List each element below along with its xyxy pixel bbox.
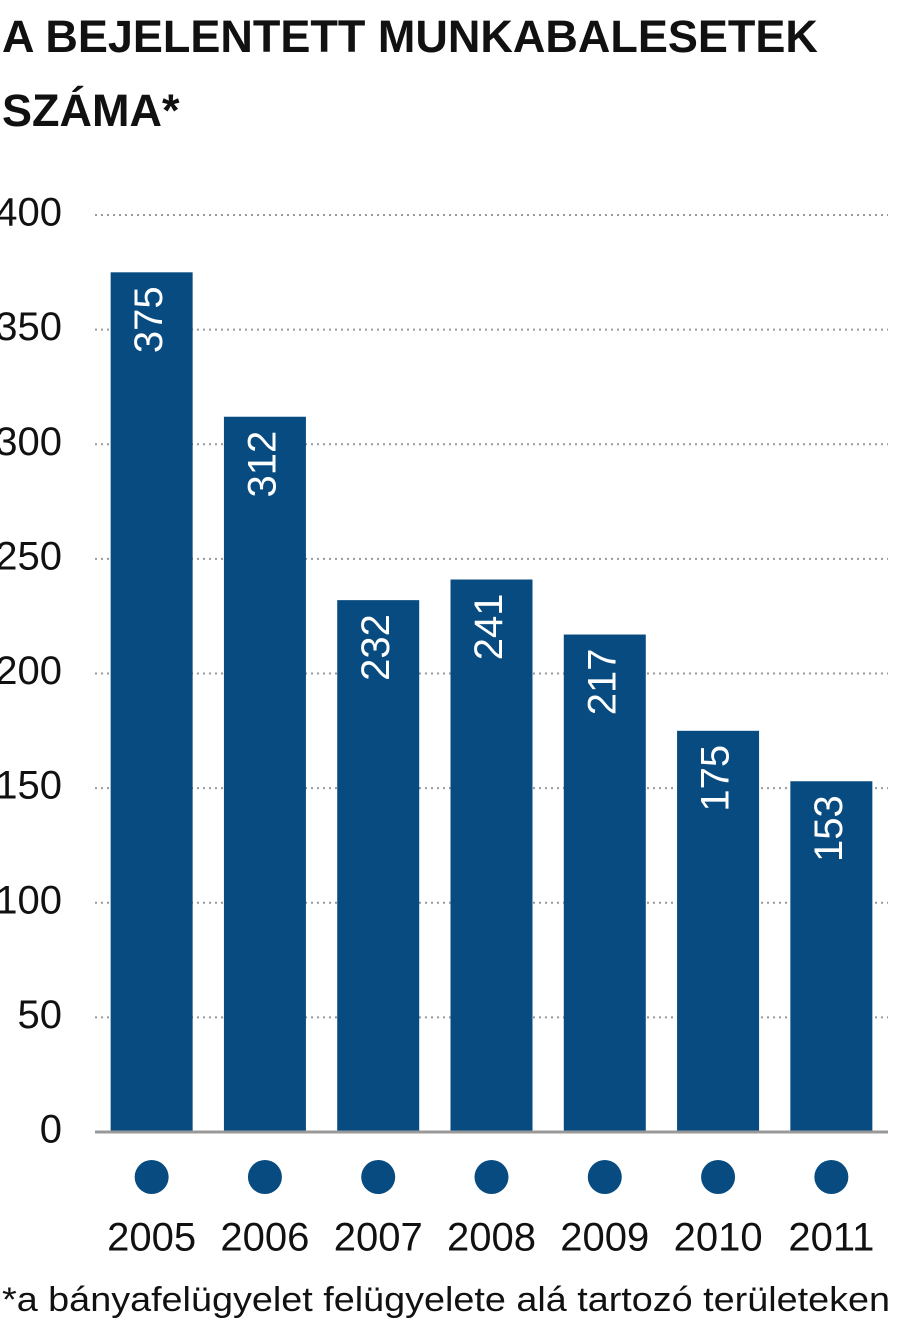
x-tick-label: 2010 [674,1216,763,1260]
value-label: 232 [354,614,398,681]
x-tick-label: 2005 [107,1216,196,1260]
y-tick-label: 50 [18,993,63,1037]
bar [223,416,306,1132]
x-tick-label: 2008 [447,1216,536,1260]
bar [450,579,533,1132]
value-label: 312 [240,431,284,498]
x-tick-label: 2007 [334,1216,423,1260]
bar [337,600,420,1132]
value-label: 175 [694,745,738,812]
y-tick-label: 300 [0,420,62,464]
y-tick-label: 150 [0,764,62,808]
category-dot [247,1160,282,1194]
x-tick-label: 2006 [220,1216,309,1260]
y-tick-label: 200 [0,649,62,693]
x-tick-label: 2011 [788,1216,874,1260]
category-dot [587,1160,622,1194]
bar [677,730,760,1132]
category-dot [134,1160,169,1194]
value-label: 241 [467,594,511,661]
footnote: *a bányafelügyelet felügyelete alá tarto… [2,1281,890,1319]
y-tick-label: 100 [0,878,62,922]
chart-title: A BEJELENTETT MUNKABALESETEK SZÁMA* [2,11,818,136]
category-dot [361,1160,396,1194]
x-tick-label: 2009 [560,1216,649,1260]
y-tick-label: 250 [0,534,62,578]
value-label: 217 [580,649,624,716]
bar [563,634,646,1132]
y-tick-label: 350 [0,305,62,349]
y-tick-label: 400 [0,191,62,235]
bar [110,272,193,1132]
y-tick-label: 0 [40,1108,62,1152]
value-label: 375 [127,286,171,353]
value-label: 153 [807,795,851,862]
category-dot [814,1160,849,1194]
bar [790,781,873,1132]
category-dot [701,1160,736,1194]
category-dot [474,1160,509,1194]
